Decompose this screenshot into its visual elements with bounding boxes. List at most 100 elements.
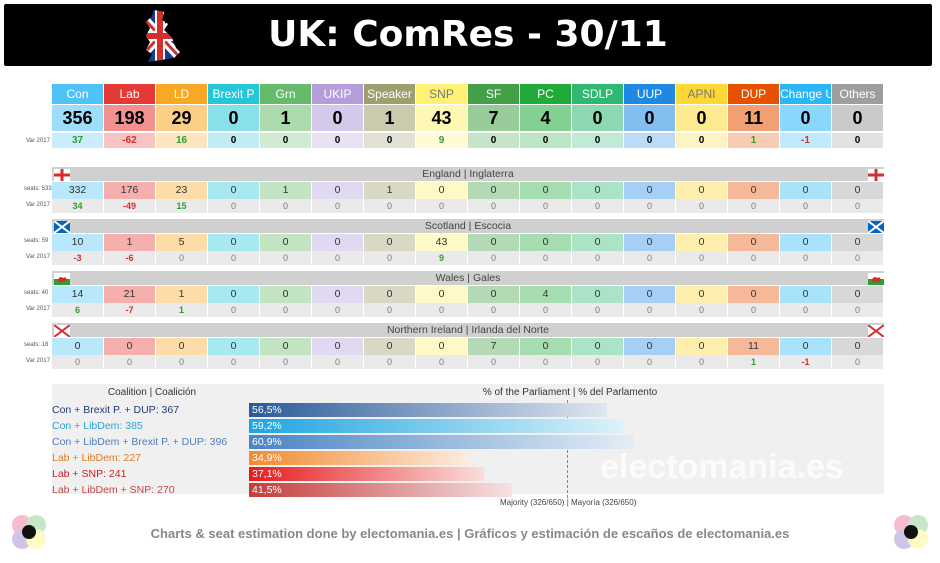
coalition-label-1: Con + LibDem: 385 (52, 420, 143, 432)
region-1-seats-ukip: 0 (312, 234, 363, 251)
region-2-var-sdlp: 0 (572, 303, 623, 317)
national-seats-speaker: 1 (364, 105, 415, 131)
party-header-pc: PC (520, 84, 571, 104)
region-3-seats-grn: 0 (260, 338, 311, 355)
region-1-var-sf: 0 (468, 251, 519, 265)
watermark: electomania.es (600, 448, 844, 486)
region-2-var-lab: -7 (104, 303, 155, 317)
region-0-var-grn: 0 (260, 199, 311, 213)
region-3-var-speaker: 0 (364, 355, 415, 369)
region-title-2: Wales | Gales (52, 271, 884, 285)
region-1-var-pc: 0 (520, 251, 571, 265)
region-2-seats-brexit-p: 0 (208, 286, 259, 303)
party-header-dup: DUP (728, 84, 779, 104)
national-var-brexit-p: 0 (208, 133, 259, 148)
region-1-var-uup: 0 (624, 251, 675, 265)
region-2-seats-sf: 0 (468, 286, 519, 303)
party-header-grn: Grn (260, 84, 311, 104)
region-1-var-others: 0 (832, 251, 883, 265)
region-1-seats-dup: 0 (728, 234, 779, 251)
region-3-var-sf: 0 (468, 355, 519, 369)
region-3-var-others: 0 (832, 355, 883, 369)
region-seats-label-1: seats: 59 (24, 238, 49, 244)
region-1-seats-speaker: 0 (364, 234, 415, 251)
region-2-var-ukip: 0 (312, 303, 363, 317)
region-0-var-pc: 0 (520, 199, 571, 213)
var-2017-label: Var 2017 (26, 138, 50, 144)
region-3-seats-sf: 7 (468, 338, 519, 355)
coalition-label-5: Lab + LibDem + SNP: 270 (52, 484, 175, 496)
region-3-var-snp: 0 (416, 355, 467, 369)
region-var-label-3: Var 2017 (26, 358, 50, 364)
party-header-apni: APNI (676, 84, 727, 104)
region-2-var-sf: 0 (468, 303, 519, 317)
national-seats-brexit-p: 0 (208, 105, 259, 131)
region-seats-label-0: seats: 533 (24, 186, 52, 192)
region-0-var-ukip: 0 (312, 199, 363, 213)
region-2-var-brexit-p: 0 (208, 303, 259, 317)
region-2-seats-change-uk: 0 (780, 286, 831, 303)
coalition-bar-3 (249, 451, 470, 465)
party-header-brexit-p: Brexit P (208, 84, 259, 104)
region-1-seats-brexit-p: 0 (208, 234, 259, 251)
region-2-var-con: 6 (52, 303, 103, 317)
national-var-dup: 1 (728, 133, 779, 148)
party-header-uup: UUP (624, 84, 675, 104)
region-2-seats-apni: 0 (676, 286, 727, 303)
national-seats-dup: 11 (728, 105, 779, 131)
national-seats-pc: 4 (520, 105, 571, 131)
region-0-seats-change-uk: 0 (780, 182, 831, 199)
majority-label: Majority (326/650) | Mayoría (326/650) (500, 498, 637, 507)
party-header-lab: Lab (104, 84, 155, 104)
coalition-pct-2: 60,9% (252, 436, 282, 448)
region-3-seats-pc: 0 (520, 338, 571, 355)
region-1-var-sdlp: 0 (572, 251, 623, 265)
national-seats-sf: 7 (468, 105, 519, 131)
region-3-seats-apni: 0 (676, 338, 727, 355)
parliament-pct-header: % of the Parliament | % del Parlamento (482, 387, 658, 398)
region-1-var-ukip: 0 (312, 251, 363, 265)
region-1-seats-lab: 1 (104, 234, 155, 251)
region-0-var-others: 0 (832, 199, 883, 213)
region-3-var-dup: 1 (728, 355, 779, 369)
region-3-var-ukip: 0 (312, 355, 363, 369)
header-banner: UK: ComRes - 30/11 (4, 4, 932, 66)
national-seats-apni: 0 (676, 105, 727, 131)
region-0-var-brexit-p: 0 (208, 199, 259, 213)
region-0-var-apni: 0 (676, 199, 727, 213)
region-2-seats-pc: 4 (520, 286, 571, 303)
region-3-seats-dup: 11 (728, 338, 779, 355)
national-var-sf: 0 (468, 133, 519, 148)
region-title-1: Scotland | Escocia (52, 219, 884, 233)
region-flag-icon-1-0 (53, 220, 71, 234)
national-var-grn: 0 (260, 133, 311, 148)
region-3-var-con: 0 (52, 355, 103, 369)
region-0-var-con: 34 (52, 199, 103, 213)
region-1-seats-ld: 5 (156, 234, 207, 251)
electomania-logo-icon (12, 515, 46, 549)
region-0-seats-others: 0 (832, 182, 883, 199)
region-1-var-change-uk: 0 (780, 251, 831, 265)
region-flag-icon-3-0 (53, 324, 71, 338)
region-3-seats-others: 0 (832, 338, 883, 355)
region-0-seats-pc: 0 (520, 182, 571, 199)
national-seats-grn: 1 (260, 105, 311, 131)
national-var-uup: 0 (624, 133, 675, 148)
party-header-sf: SF (468, 84, 519, 104)
region-0-seats-ld: 23 (156, 182, 207, 199)
region-1-seats-pc: 0 (520, 234, 571, 251)
region-0-var-ld: 15 (156, 199, 207, 213)
region-title-3: Northern Ireland | Irlanda del Norte (52, 323, 884, 337)
region-0-var-lab: -49 (104, 199, 155, 213)
region-seats-label-2: seats: 40 (24, 290, 49, 296)
region-3-var-uup: 0 (624, 355, 675, 369)
region-0-seats-sdlp: 0 (572, 182, 623, 199)
region-2-var-apni: 0 (676, 303, 727, 317)
region-1-var-snp: 9 (416, 251, 467, 265)
region-0-seats-snp: 0 (416, 182, 467, 199)
national-var-lab: -62 (104, 133, 155, 148)
region-2-var-others: 0 (832, 303, 883, 317)
region-3-seats-change-uk: 0 (780, 338, 831, 355)
national-seats-lab: 198 (104, 105, 155, 131)
region-2-seats-snp: 0 (416, 286, 467, 303)
